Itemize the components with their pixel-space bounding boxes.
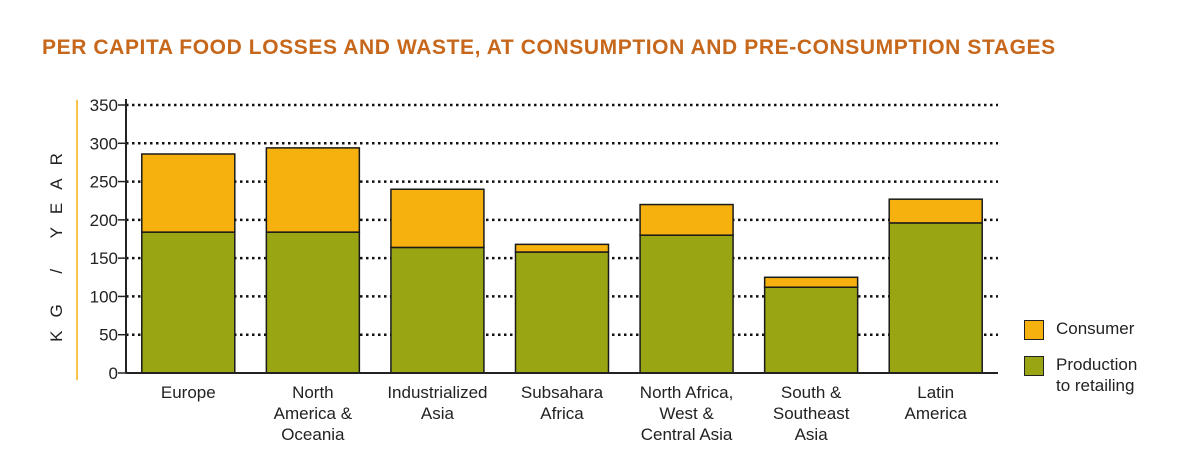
legend-label-production: Production to retailing [1056,355,1138,395]
bar-consumer [888,198,983,224]
bar-consumer [514,243,610,253]
bar-consumer [390,188,485,249]
bars [141,147,983,374]
x-axis-labels: Europe North America & Oceania Industrialize… [161,383,968,444]
y-tick-label: 350 [90,96,118,115]
bar-production [888,222,983,374]
bar-consumer [763,276,859,288]
y-tick-label: 150 [90,249,118,268]
bar-consumer [265,147,361,233]
x-tick-label: Industrialized Asia [387,383,487,423]
chart-title: PER CAPITA FOOD LOSSES AND WASTE, AT CON… [42,36,1056,59]
y-tick-label: 0 [109,364,118,383]
y-tick-label: 50 [99,326,118,345]
x-tick-label: Europe [161,383,216,402]
bar-consumer [141,153,236,233]
y-tick-label: 200 [90,211,118,230]
y-tick-label: 250 [90,173,118,192]
y-tick-label: 100 [90,287,118,306]
x-tick-label: South & Southeast Asia [773,383,850,444]
bar-production [639,234,734,374]
bar-production [514,251,610,374]
legend-label-consumer: Consumer [1056,319,1135,338]
legend-swatch-production [1024,356,1044,376]
x-tick-label: Subsahara Africa [521,383,604,423]
x-tick-label: Latin America [905,383,968,423]
legend: Consumer Production to retailing [1024,318,1137,410]
bar-production [763,286,859,374]
x-tick-label: North America & Oceania [274,383,353,444]
x-tick-label: North Africa, West & Central Asia [640,383,734,444]
y-axis: KG / YEAR 0 50 100 150 200 250 300 350 [47,96,998,383]
bar-production [141,231,236,374]
legend-item-consumer: Consumer [1024,318,1137,340]
bar-production [265,231,361,374]
bar-production [390,246,485,374]
y-tick-label: 300 [90,134,118,153]
legend-swatch-consumer [1024,320,1044,340]
y-axis-label: KG / YEAR [47,140,66,342]
bar-consumer [639,203,734,236]
legend-item-production: Production to retailing [1024,354,1137,396]
